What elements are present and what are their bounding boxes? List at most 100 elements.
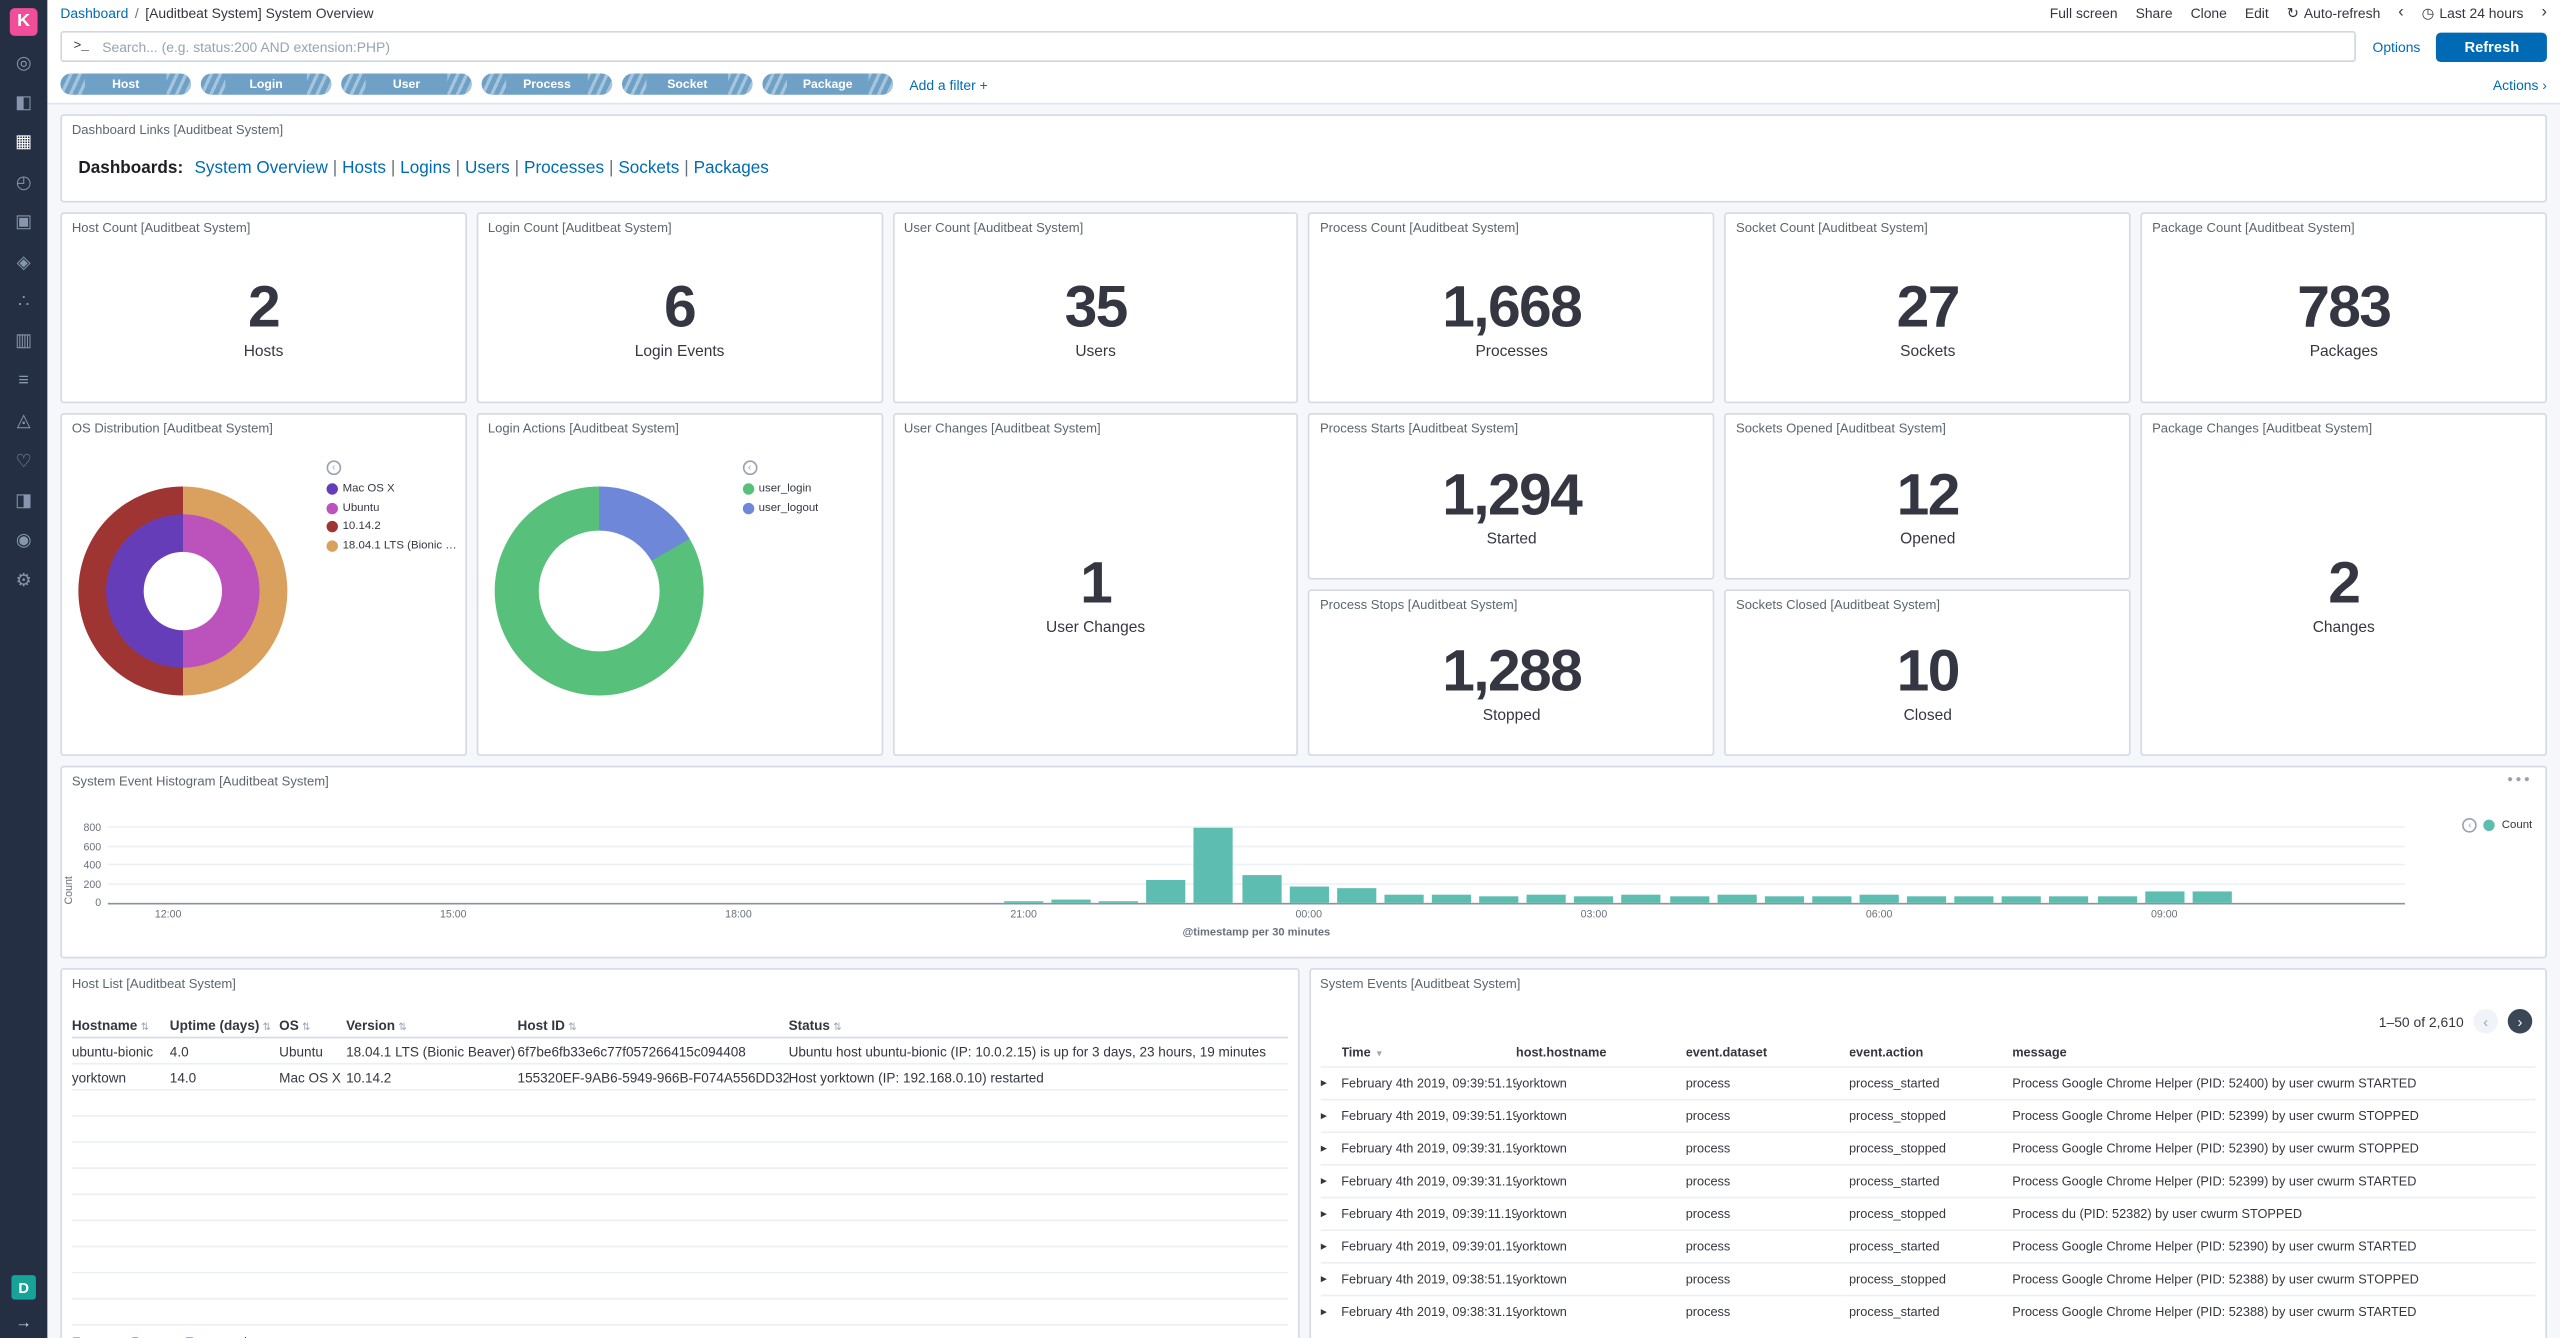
- event-row[interactable]: ▶ February 4th 2019, 09:39:51.199 yorktown…: [1319, 1098, 2536, 1132]
- export-formatted-button[interactable]: Formatted ▾: [185, 1334, 257, 1338]
- legend-item-user-logout[interactable]: user_logout: [742, 502, 873, 514]
- filter-pill-host[interactable]: Host: [60, 73, 192, 95]
- column-header-time[interactable]: Time ▾: [1341, 1044, 1382, 1060]
- event-row[interactable]: ▶ February 4th 2019, 09:39:51.199 yorktown…: [1319, 1066, 2536, 1099]
- histogram-bar: [2144, 892, 2184, 903]
- edit-button[interactable]: Edit: [2244, 4, 2269, 22]
- dashboard-link-system-overview[interactable]: System Overview: [194, 158, 328, 178]
- dashboard-link-sockets[interactable]: Sockets: [618, 158, 680, 178]
- dashboard-icon[interactable]: ▦: [15, 133, 33, 153]
- host-cell: 155320EF-9AB6-5949-966B-F074A556DD32: [517, 1068, 789, 1085]
- column-header-host-id[interactable]: Host ID ⇅: [517, 1016, 577, 1033]
- legend-item-ubuntu[interactable]: Ubuntu: [326, 502, 457, 514]
- event-cell: process: [1685, 1271, 1731, 1287]
- monitoring-icon[interactable]: ◉: [15, 531, 32, 551]
- actions-menu-button[interactable]: Actions ›: [2492, 75, 2547, 93]
- expand-row-icon[interactable]: ▶: [1319, 1274, 1327, 1285]
- legend-item-mac-os-x[interactable]: Mac OS X: [326, 483, 457, 495]
- event-row[interactable]: ▶ February 4th 2019, 09:39:11.198 yorktown…: [1319, 1196, 2536, 1230]
- time-range-picker[interactable]: ◷ Last 24 hours: [2421, 4, 2524, 22]
- metric-panel-packages: Package Count [Auditbeat System] 783 Packa…: [2140, 212, 2547, 404]
- dashboard-link-users[interactable]: Users: [464, 158, 510, 178]
- logs-icon[interactable]: ≡: [18, 371, 29, 391]
- column-header-event-action[interactable]: event.action: [1848, 1044, 1924, 1060]
- expand-row-icon[interactable]: ▶: [1319, 1143, 1327, 1154]
- uptime-icon[interactable]: ♡: [15, 451, 32, 472]
- legend-item-10-14-2[interactable]: 10.14.2: [326, 520, 457, 533]
- kibana-logo[interactable]: K: [0, 0, 47, 42]
- metric-body: 6 Login Events: [478, 235, 881, 402]
- event-row[interactable]: ▶ February 4th 2019, 09:38:51.197 yorktown…: [1319, 1262, 2536, 1295]
- legend-item-user-login[interactable]: user_login: [742, 483, 873, 495]
- expand-row-icon[interactable]: ▶: [1319, 1241, 1327, 1252]
- dashboard-link-processes[interactable]: Processes: [524, 158, 605, 178]
- maps-icon[interactable]: ◈: [16, 252, 31, 273]
- legend-label[interactable]: Count: [2501, 819, 2533, 832]
- dashboard-link-hosts[interactable]: Hosts: [342, 158, 386, 178]
- infrastructure-icon[interactable]: ▥: [15, 332, 33, 352]
- column-header-status[interactable]: Status ⇅: [788, 1016, 842, 1033]
- column-header-os[interactable]: OS ⇅: [279, 1016, 311, 1033]
- panel-options-icon[interactable]: ●●●: [2507, 775, 2533, 786]
- apm-icon[interactable]: ◬: [16, 411, 31, 432]
- metric-body: 1,294 Started: [1310, 436, 1713, 578]
- filter-pill-user[interactable]: User: [341, 73, 472, 95]
- legend-collapse-icon[interactable]: ‹: [2462, 817, 2478, 833]
- column-header-version[interactable]: Version ⇅: [346, 1016, 407, 1033]
- expand-row-icon[interactable]: ▶: [1319, 1111, 1327, 1121]
- search-box[interactable]: >_: [60, 31, 2357, 63]
- event-row[interactable]: ▶ February 4th 2019, 09:39:31.199 yorktown…: [1319, 1164, 2536, 1197]
- refresh-button[interactable]: Refresh: [2436, 31, 2547, 62]
- metric-value: 783: [2297, 271, 2392, 339]
- visualize-icon[interactable]: ◧: [15, 93, 33, 113]
- options-button[interactable]: Options: [2372, 38, 2421, 55]
- metric-value: 1: [1080, 548, 1113, 616]
- share-button[interactable]: Share: [2135, 4, 2173, 22]
- legend-item-18-04-1-lts-bionic-b[interactable]: 18.04.1 LTS (Bionic B...: [326, 539, 457, 552]
- management-icon[interactable]: ⚙: [15, 571, 32, 591]
- expand-row-icon[interactable]: ▶: [1319, 1176, 1327, 1187]
- add-filter-button[interactable]: Add a filter +: [909, 75, 988, 93]
- time-back-icon[interactable]: ‹: [2398, 3, 2404, 22]
- column-header-event-dataset[interactable]: event.dataset: [1685, 1044, 1768, 1060]
- next-page-button[interactable]: ›: [2507, 1008, 2533, 1034]
- discover-icon[interactable]: ◎: [15, 53, 32, 73]
- time-forward-icon[interactable]: ›: [2541, 3, 2547, 22]
- column-header-hostname[interactable]: Hostname ⇅: [71, 1016, 149, 1033]
- dashboard-link-logins[interactable]: Logins: [400, 158, 451, 178]
- full-screen-button[interactable]: Full screen: [2049, 4, 2118, 22]
- filter-pill-login[interactable]: Login: [200, 73, 332, 95]
- expand-row-icon[interactable]: ▶: [1319, 1208, 1327, 1219]
- event-row[interactable]: ▶ February 4th 2019, 09:38:31.195 yorktown…: [1319, 1294, 2536, 1328]
- expand-row-icon[interactable]: ▶: [1319, 1306, 1327, 1317]
- column-header-message[interactable]: message: [2012, 1044, 2067, 1060]
- legend-collapse-icon[interactable]: ‹: [742, 460, 757, 476]
- filter-pill-process[interactable]: Process: [481, 73, 613, 95]
- event-row[interactable]: ▶ February 4th 2019, 09:39:01.196 yorktown…: [1319, 1229, 2536, 1262]
- machine-learning-icon[interactable]: ∴: [17, 292, 30, 312]
- canvas-icon[interactable]: ▣: [15, 212, 33, 233]
- collapse-nav-icon[interactable]: →: [15, 1314, 32, 1333]
- event-cell: process: [1685, 1206, 1731, 1222]
- dashboard-link-packages[interactable]: Packages: [693, 158, 769, 178]
- breadcrumb-dashboard[interactable]: Dashboard: [60, 4, 129, 22]
- timelion-icon[interactable]: ◴: [15, 172, 32, 193]
- docker-badge[interactable]: D: [11, 1275, 36, 1300]
- filter-pill-socket[interactable]: Socket: [622, 73, 753, 95]
- legend-collapse-icon[interactable]: ‹: [326, 460, 341, 476]
- filter-pill-package[interactable]: Package: [762, 73, 894, 95]
- export-raw-button[interactable]: Raw ▾: [131, 1334, 169, 1338]
- event-cell: Process Google Chrome Helper (PID: 52388…: [2012, 1271, 2419, 1287]
- event-row[interactable]: ▶ February 4th 2019, 09:39:31.199 yorktown…: [1319, 1131, 2536, 1164]
- search-input[interactable]: [98, 36, 2344, 57]
- column-header-uptime-days[interactable]: Uptime (days) ⇅: [169, 1016, 271, 1033]
- page-title: [Auditbeat System] System Overview: [145, 4, 374, 22]
- panel-title: Process Count [Auditbeat System]: [1319, 220, 1519, 236]
- expand-row-icon[interactable]: ▶: [1319, 1078, 1327, 1089]
- sort-icon: ⇅: [398, 1022, 407, 1033]
- clone-button[interactable]: Clone: [2190, 4, 2227, 22]
- dev-tools-icon[interactable]: ◨: [15, 491, 33, 511]
- column-header-host-hostname[interactable]: host.hostname: [1515, 1044, 1607, 1060]
- previous-page-button[interactable]: ‹: [2473, 1008, 2498, 1034]
- auto-refresh-button[interactable]: ↻ Auto-refresh: [2286, 4, 2381, 22]
